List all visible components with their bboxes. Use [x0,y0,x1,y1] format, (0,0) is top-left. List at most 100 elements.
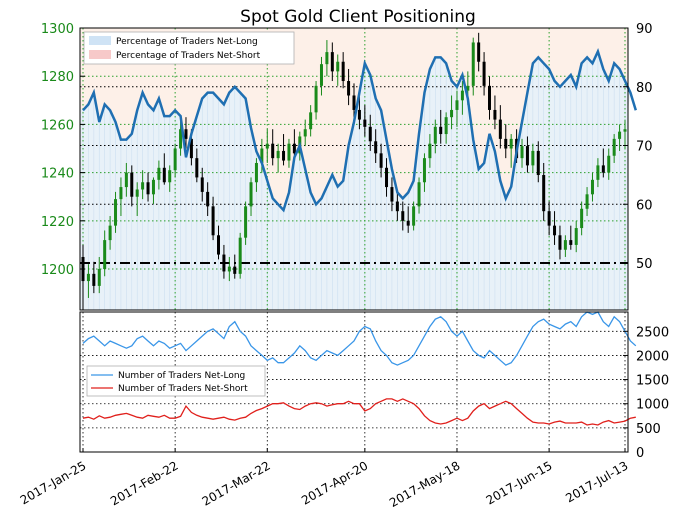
long-count-legend-label: Number of Traders Net-Long [118,371,245,381]
candle-body [352,95,356,110]
candle-body [92,273,96,286]
candle-body [271,143,275,159]
right-tick-label: 50 [636,257,653,272]
candle-body [547,211,551,226]
candle-body [412,206,416,226]
lower-tick-label: 1000 [636,398,669,413]
candle-body [217,235,220,255]
candle-body [374,141,378,154]
candle-body [368,126,372,142]
candle-body [422,158,426,183]
candle-body [179,129,183,149]
candle-body [390,187,394,202]
candle-body [531,150,535,166]
candle-body [504,138,508,149]
candle-body [406,220,410,226]
right-tick-label: 80 [636,81,653,96]
candle-body [135,189,139,197]
candle-body [493,109,497,120]
candle-body [227,266,231,272]
lower-tick-label: 1500 [636,374,669,389]
net-short-legend-swatch [89,50,111,59]
net-short-shaded-area [80,28,631,211]
candle-body [466,85,470,91]
lower-tick-label: 2500 [636,325,669,340]
candle-body [612,138,616,156]
candle-body [488,85,491,110]
candle-body [287,143,291,161]
lower-legend: Number of Traders Net-Long Number of Tra… [86,365,266,397]
candle-body [574,228,578,245]
candle-body [336,61,340,72]
x-tick-label: 2017-Jun-15 [484,458,555,507]
candle-body [433,126,437,144]
upper-legend: Percentage of Traders Net-Long Percentag… [83,31,295,65]
candle-body [525,146,529,166]
left-tick-label: 1220 [41,215,74,230]
candle-body [477,42,481,62]
candle-body [173,148,177,171]
candle-body [157,167,161,180]
candle-body [151,179,155,195]
candle-body [590,179,594,195]
candle-body [385,167,389,188]
candle-body [108,225,112,241]
candle-body [292,143,296,154]
candle-body [244,206,248,238]
candle-body [211,206,215,236]
candle-body [249,182,253,207]
candle-body [417,182,421,207]
candle-body [439,126,443,135]
candle-body [363,119,367,127]
net-long-legend-label: Percentage of Traders Net-Long [116,37,258,47]
net-short-count-line [82,398,636,426]
candle-body [309,112,313,130]
candle-body [130,172,134,197]
candle-body [580,208,584,229]
candle-body [254,162,258,183]
left-tick-label: 1200 [41,263,74,278]
candle-body [347,81,351,96]
candle-body [498,119,502,139]
x-tick-label: 2017-Jul-13 [563,458,630,505]
short-count-legend-label: Number of Traders Net-Short [118,384,248,394]
candle-body [585,194,589,209]
right-tick-label: 90 [636,22,653,37]
candle-body [563,240,567,250]
candle-body [482,61,486,86]
candle-body [569,240,573,245]
candle-body [206,191,210,207]
candle-body [401,211,405,221]
left-tick-label: 1260 [41,118,74,133]
right-tick-label: 70 [636,140,653,155]
x-tick-label: 2017-May-18 [387,458,462,510]
candle-body [509,138,513,149]
candle-body [428,143,432,159]
candle-body [558,235,562,250]
candle-body [233,266,237,274]
candle-body [596,165,600,180]
left-tick-label: 1240 [41,167,74,182]
candle-body [444,117,448,135]
candle-body [325,52,329,65]
candle-body [314,85,318,113]
candle-body [607,155,611,173]
lower-tick-label: 2000 [636,349,669,364]
net-long-count-line [82,311,637,366]
net-long-legend-swatch [89,36,111,45]
candle-body [195,158,199,178]
candle-body [618,131,622,139]
candle-body [119,187,123,200]
candle-body [162,167,166,183]
candle-body [238,237,242,274]
lower-panel: 0 500 1000 1500 2000 2500 Number of Traders N… [79,311,669,461]
candle-body [103,240,107,270]
candle-body [97,269,101,286]
candle-body [146,182,150,195]
candle-body [276,150,280,159]
lower-tick-label: 0 [636,446,644,461]
candle-body [265,143,269,149]
candle-body [282,150,286,161]
x-tick-label: 2017-Mar-22 [200,458,273,508]
